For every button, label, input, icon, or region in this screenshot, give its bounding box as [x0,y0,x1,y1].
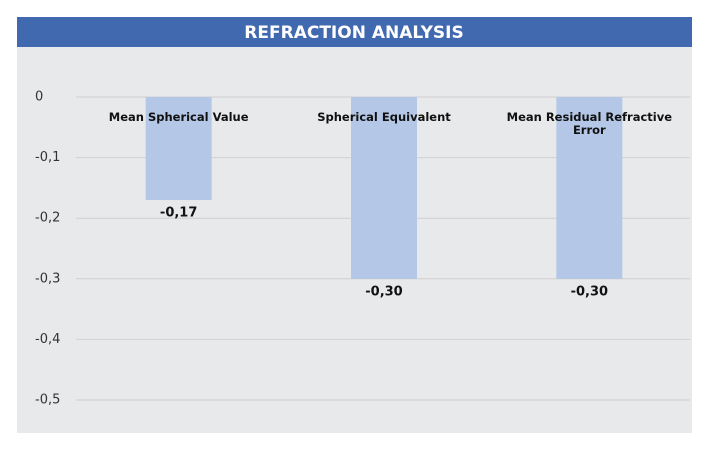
title-banner [17,17,692,47]
y-tick-label: -0,4 [35,332,60,347]
value-label: -0,17 [160,206,197,221]
chart-title: REFRACTION ANALYSIS [244,23,463,43]
bar [556,97,623,279]
value-label: -0,30 [571,284,608,299]
category-label: Mean Spherical Value [108,110,249,124]
y-tick-label: -0,5 [35,393,60,408]
y-tick-label: 0 [35,90,43,105]
y-tick-label: -0,3 [35,271,60,286]
value-label: -0,30 [365,284,402,299]
bar [351,97,417,279]
bar [145,97,212,201]
category-label: Spherical Equivalent [317,110,451,124]
category-label: Mean Residual Refractive Error [506,110,673,137]
y-tick-label: -0,1 [35,150,60,165]
y-tick-label: -0,2 [35,211,60,226]
